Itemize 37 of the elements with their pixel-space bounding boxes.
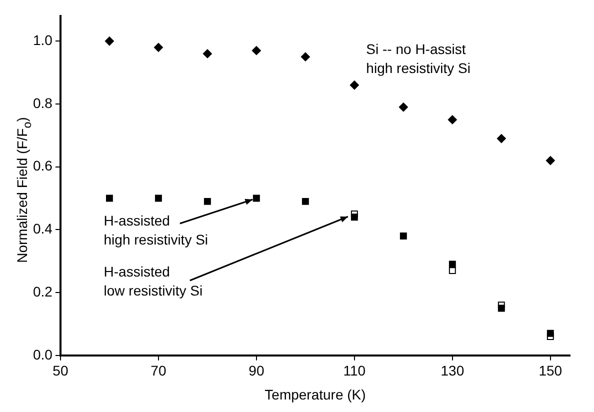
point [154, 42, 163, 52]
point [252, 46, 261, 56]
y-tick-label: 0.4 [32, 220, 53, 237]
point [398, 102, 408, 112]
x-tick-label: 90 [248, 362, 264, 379]
point [104, 36, 114, 46]
point [154, 194, 162, 202]
point [546, 156, 555, 166]
point [546, 330, 554, 337]
x-tick-label: 70 [150, 362, 166, 379]
x-tick-label: 50 [52, 362, 68, 379]
point [498, 304, 505, 312]
point [448, 260, 456, 268]
point [302, 198, 309, 205]
point [448, 267, 456, 274]
annotation: H-assisted high resistivity Si [104, 212, 208, 248]
y-tick-label: 1.0 [32, 32, 53, 48]
point [106, 194, 113, 202]
y-tick-label: 0.8 [32, 94, 53, 111]
x-tick-label: 110 [343, 362, 366, 379]
x-axis-title: Temperature (K) [264, 386, 366, 402]
x-tick-label: 130 [440, 362, 464, 379]
point [448, 115, 457, 124]
point [202, 49, 212, 58]
point [204, 198, 211, 205]
point [350, 214, 358, 221]
y-tick-label: 0.2 [32, 283, 53, 300]
point [400, 232, 407, 240]
point [350, 80, 359, 90]
point [496, 134, 506, 144]
point [300, 52, 310, 62]
x-tick-label: 150 [538, 362, 562, 379]
annotation: H-assisted low resistivity Si [104, 263, 203, 298]
y-tick-label: 0.6 [32, 158, 53, 174]
annotation: Si -- no H-assist high resistivity Si [366, 41, 470, 76]
y-tick-label: 0.0 [32, 346, 53, 362]
point [252, 194, 260, 202]
